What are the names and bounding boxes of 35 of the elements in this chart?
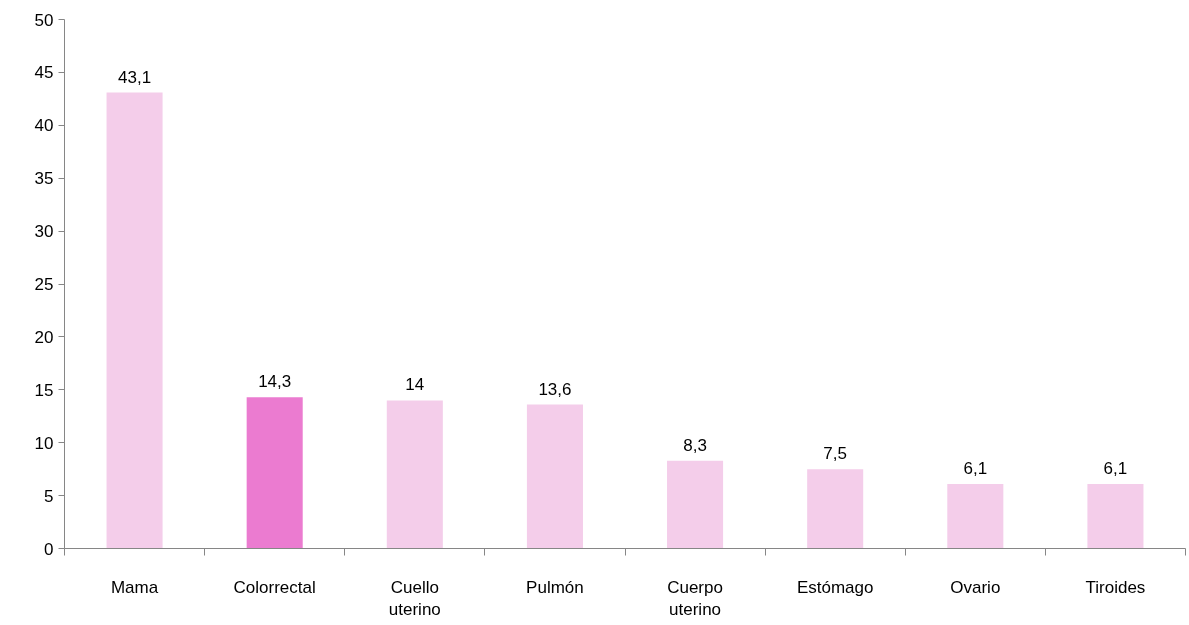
y-tick-label: 45 [34, 63, 54, 83]
y-tick-label: 25 [34, 275, 54, 294]
x-tick-label: Estómago [796, 577, 874, 597]
x-tick-label: Pulmón [526, 577, 584, 597]
y-tick-label: 30 [34, 222, 54, 242]
x-tick-label: Cuello uterino [388, 577, 441, 620]
data-label: 43,1 [118, 67, 152, 87]
data-label: 14 [405, 375, 425, 395]
x-tick-label: Ovario [950, 577, 1001, 597]
y-tick-label: 35 [34, 169, 54, 189]
bar [807, 469, 864, 549]
bar [947, 483, 1004, 549]
x-tick-label: Mama [110, 577, 159, 597]
y-tick-label: 40 [34, 116, 54, 136]
x-tick-label: Colorrectal [233, 577, 316, 597]
bar [526, 404, 583, 549]
bar [667, 460, 724, 549]
bar [386, 400, 443, 549]
y-tick-label: 10 [34, 433, 54, 453]
y-tick-label: 15 [34, 380, 54, 400]
x-tick-label: Tiroides [1085, 577, 1146, 597]
y-tick-label: 0 [44, 539, 54, 559]
y-tick-label: 20 [34, 327, 54, 347]
bar [1087, 483, 1144, 549]
bar [106, 92, 163, 549]
data-label: 6,1 [1103, 458, 1128, 478]
bar [246, 397, 303, 549]
data-label: 13,6 [538, 379, 572, 399]
data-label: 6,1 [963, 458, 988, 478]
data-label: 7,5 [823, 444, 848, 464]
data-label: 14,3 [258, 372, 292, 392]
data-label: 8,3 [683, 435, 707, 455]
y-tick-label: 50 [34, 10, 54, 30]
y-tick-label: 5 [44, 486, 54, 506]
x-tick-label: Cuerpo uterino [667, 577, 723, 620]
